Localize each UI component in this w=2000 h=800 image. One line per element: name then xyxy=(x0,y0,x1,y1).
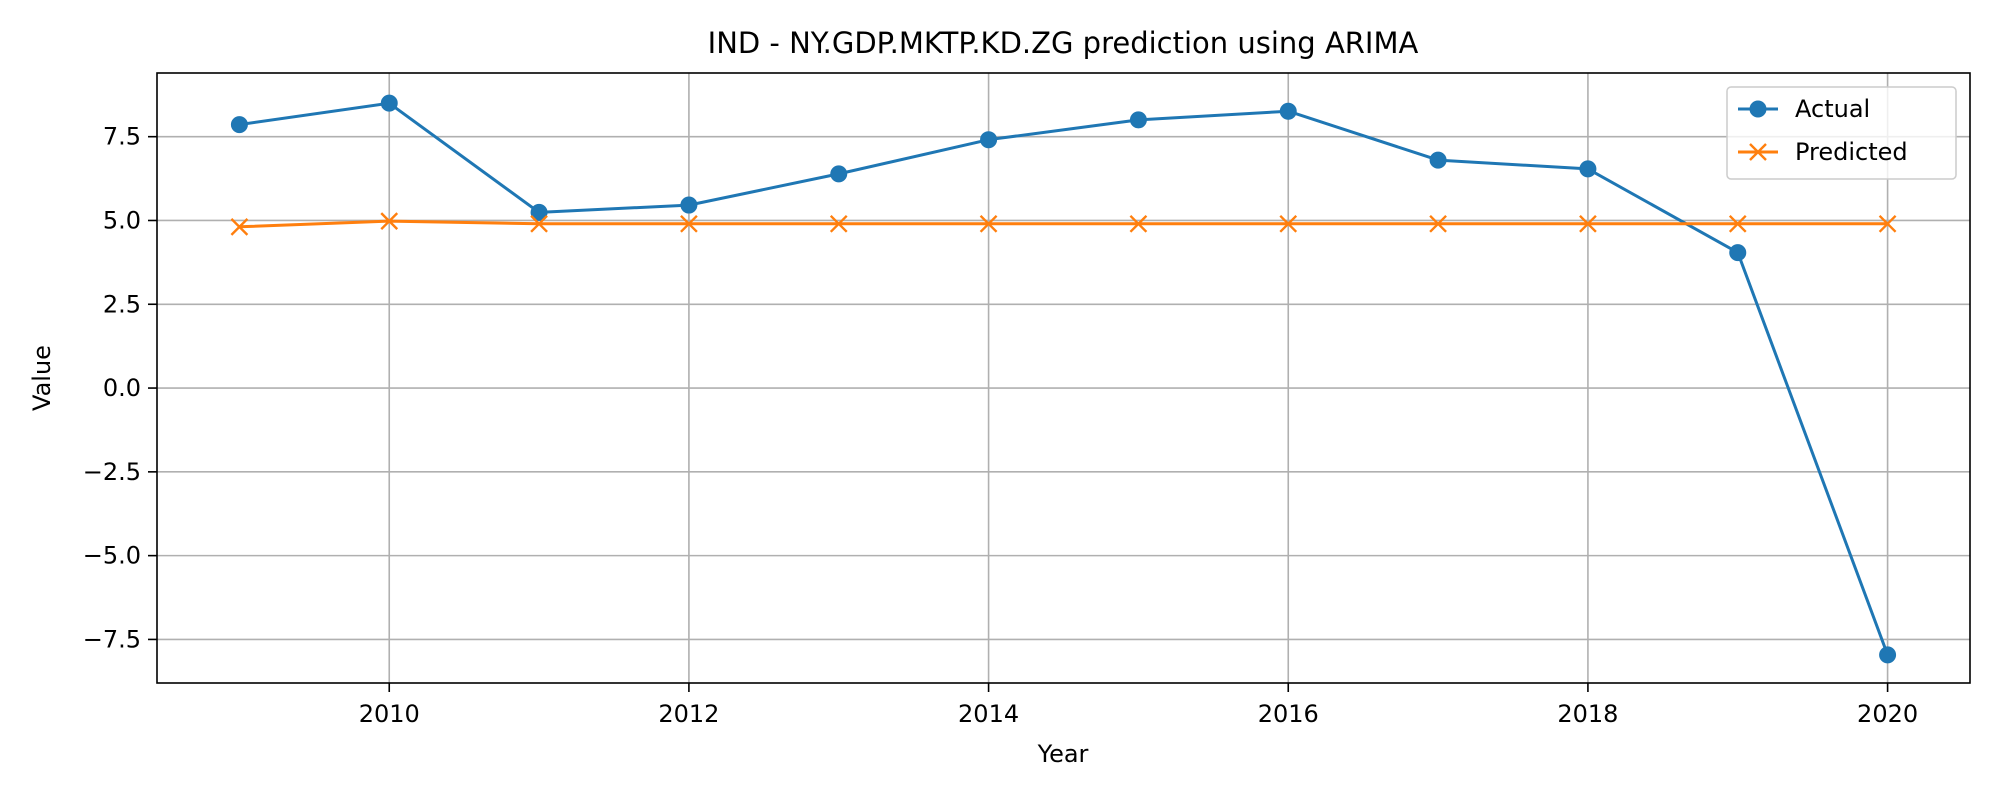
series-layer xyxy=(230,94,1897,664)
data-point-actual xyxy=(830,165,848,183)
y-tick-label: −2.5 xyxy=(83,458,141,486)
data-point-predicted-stroke xyxy=(1878,214,1897,233)
legend-label-predicted: Predicted xyxy=(1795,138,1908,166)
data-point-predicted-stroke xyxy=(1728,214,1747,233)
y-axis-label: Value xyxy=(28,345,56,411)
legend-marker-predicted xyxy=(1749,143,1767,161)
data-point-actual xyxy=(1579,160,1597,178)
chart-title: IND - NY.GDP.MKTP.KD.ZG prediction using… xyxy=(708,26,1419,60)
series-line-predicted xyxy=(239,219,1888,229)
legend-item-actual: Actual xyxy=(1738,95,1870,123)
data-point-actual xyxy=(1879,646,1897,664)
data-point-predicted xyxy=(380,212,399,230)
data-point-actual xyxy=(680,196,698,214)
x-tick-label: 2016 xyxy=(1258,700,1319,728)
y-tick-label: −7.5 xyxy=(83,625,141,653)
x-tick-label: 2010 xyxy=(359,700,420,728)
x-ticks: 2010 2012 2014 2016 2018 2020 xyxy=(359,683,1918,728)
legend-marker-predicted-stroke xyxy=(1749,143,1767,161)
y-tick-label: 0.0 xyxy=(103,374,141,402)
data-point-predicted-stroke xyxy=(380,212,399,230)
series-predicted xyxy=(230,212,1897,236)
y-tick-label: 7.5 xyxy=(103,123,141,151)
data-point-predicted xyxy=(1279,214,1298,233)
series-actual xyxy=(230,94,1897,664)
x-tick-label: 2014 xyxy=(958,700,1019,728)
data-point-predicted xyxy=(1579,214,1597,233)
data-point-actual xyxy=(1729,244,1747,262)
data-point-predicted xyxy=(530,214,548,233)
data-point-predicted xyxy=(1429,214,1447,233)
data-point-actual xyxy=(1129,111,1147,129)
data-point-predicted-stroke xyxy=(1579,214,1597,233)
y-ticks: 7.5 5.0 2.5 0.0 −2.5 −5.0 −7.5 xyxy=(83,123,157,653)
y-tick-label: 5.0 xyxy=(103,206,141,234)
data-point-predicted xyxy=(230,217,249,236)
x-tick-label: 2018 xyxy=(1557,700,1618,728)
data-point-predicted-stroke xyxy=(979,214,998,233)
data-point-actual xyxy=(230,116,248,134)
data-point-predicted-stroke xyxy=(530,214,548,233)
data-point-predicted xyxy=(979,214,998,233)
series-line-actual xyxy=(239,101,1890,656)
x-tick-label: 2012 xyxy=(658,700,719,728)
legend: Actual Predicted xyxy=(1726,86,1957,180)
data-point-predicted xyxy=(1728,214,1747,233)
data-point-actual xyxy=(1429,151,1447,169)
y-tick-label: −5.0 xyxy=(83,542,141,570)
x-axis-label: Year xyxy=(1037,740,1089,768)
data-point-predicted xyxy=(1878,214,1897,233)
data-point-predicted-stroke xyxy=(230,217,249,236)
plot-frame xyxy=(156,72,1971,684)
data-point-predicted xyxy=(1129,214,1148,233)
data-point-actual xyxy=(1279,102,1297,120)
x-tick-label: 2020 xyxy=(1857,700,1918,728)
data-point-predicted xyxy=(680,214,698,233)
data-point-actual xyxy=(980,131,998,149)
legend-marker-actual xyxy=(1749,100,1767,118)
data-point-predicted-stroke xyxy=(680,214,698,233)
data-point-actual xyxy=(530,203,548,221)
data-point-predicted-stroke xyxy=(829,214,848,233)
data-point-predicted-stroke xyxy=(1279,214,1298,233)
y-tick-label: 2.5 xyxy=(103,290,141,318)
data-point-predicted-stroke xyxy=(1429,214,1447,233)
data-point-predicted xyxy=(829,214,848,233)
data-point-actual xyxy=(380,94,398,112)
legend-label-actual: Actual xyxy=(1795,95,1870,123)
legend-box xyxy=(1726,86,1957,180)
legend-item-predicted: Predicted xyxy=(1738,138,1908,166)
legend-entries: Actual Predicted xyxy=(1738,95,1908,166)
data-point-predicted-stroke xyxy=(1129,214,1148,233)
